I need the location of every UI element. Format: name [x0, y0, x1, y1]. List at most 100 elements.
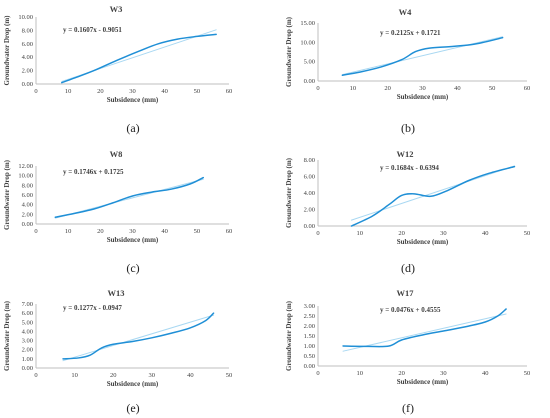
chart1-x-tick-label: 10: [65, 88, 72, 95]
chart3-x-tick-label: 0: [34, 228, 37, 235]
chart5-x-axis-label: Subsidence (mm): [107, 380, 159, 388]
chart3-y-tick-label: 0.00: [22, 221, 33, 228]
chart1-y-tick-label: 10.00: [18, 14, 33, 21]
chart6-x-tick-label: 20: [398, 370, 405, 377]
chart3-title: W8: [110, 149, 123, 159]
chart6-trend-line: [342, 313, 507, 352]
chart1-y-tick-label: 6.00: [22, 41, 33, 48]
chart5-y-tick-label: 3.00: [22, 338, 33, 345]
chart5-trend-equation: y = 0.1277x - 0.0947: [63, 304, 122, 312]
chart2-x-tick-label: 60: [524, 85, 531, 92]
chart3-y-tick-label: 10.00: [18, 173, 33, 180]
chart3-x-tick-label: 30: [129, 228, 136, 235]
chart5-x-tick-label: 10: [71, 372, 78, 379]
chart4-y-tick-label: 8.00: [304, 157, 315, 164]
chart5-x-tick-label: 40: [187, 372, 194, 379]
chart2-y-tick-label: 0.00: [304, 78, 315, 85]
chart1-y-tick-label: 2.00: [22, 68, 33, 75]
chart5-title: W13: [108, 288, 125, 298]
chart2-y-axis-label: Groundwater Drop (m): [285, 16, 293, 87]
chart1-x-tick-label: 50: [194, 88, 201, 95]
chart3-x-tick-label: 50: [194, 228, 201, 235]
chart1-trend-equation: y = 0.1607x - 0.9051: [63, 26, 122, 34]
chart1-title: W3: [110, 4, 123, 14]
chart5-x-tick-label: 0: [34, 372, 37, 379]
chart5-y-tick-label: 5.00: [22, 319, 33, 326]
chart5-y-tick-label: 2.00: [22, 347, 33, 354]
chart5-x-tick-label: 30: [149, 372, 156, 379]
chart1-x-tick-label: 60: [226, 88, 233, 95]
chart2-x-tick-label: 30: [419, 85, 426, 92]
chart2-data-line: [341, 36, 504, 76]
caption-c: (c): [126, 261, 140, 275]
chart4-trend-line: [350, 165, 515, 221]
chart6-y-tick-label: 0.50: [304, 353, 315, 360]
chart3-x-tick-label: 40: [161, 228, 168, 235]
chart2-y-tick-label: 5.00: [304, 59, 315, 66]
chart1-y-tick-label: 0.00: [22, 81, 33, 88]
caption-a: (a): [126, 121, 140, 135]
chart4-x-tick-label: 0: [316, 230, 319, 237]
chart6-x-tick-label: 10: [357, 370, 364, 377]
chart3-y-tick-label: 6.00: [22, 192, 33, 199]
chart5-y-tick-label: 7.00: [22, 301, 33, 308]
chart1-data-line: [60, 33, 217, 84]
chart3-x-tick-label: 10: [65, 228, 72, 235]
chart3-y-tick-label: 8.00: [22, 182, 33, 189]
chart5-trend-line: [62, 314, 215, 362]
chart4-y-tick-label: 6.00: [304, 174, 315, 181]
chart5-data-line: [62, 312, 215, 360]
chart3-y-tick-label: 12.00: [18, 163, 33, 170]
chart2-x-tick-label: 0: [316, 85, 319, 92]
chart3-y-tick-label: 4.00: [22, 202, 33, 209]
chart4-x-axis-label: Subsidence (mm): [397, 238, 449, 246]
chart3-y-axis-label: Groundwater Drop (m): [3, 159, 11, 230]
chart6-y-tick-label: 3.00: [304, 303, 315, 310]
chart1-x-axis-label: Subsidence (mm): [107, 96, 159, 104]
chart4-trend-equation: y = 0.1684x - 0.6394: [380, 164, 439, 172]
chart5-x-tick-label: 50: [226, 372, 233, 379]
chart3-y-tick-label: 2.00: [22, 211, 33, 218]
chart1-x-tick-label: 0: [34, 88, 37, 95]
chart5-y-axis-label: Groundwater Drop (m): [3, 300, 11, 371]
chart6-y-tick-label: 2.00: [304, 323, 315, 330]
chart2-x-tick-label: 20: [384, 85, 391, 92]
chart6-x-tick-label: 50: [524, 370, 531, 377]
caption-e: (e): [126, 401, 140, 415]
chart1-x-tick-label: 40: [161, 88, 168, 95]
chart6-y-tick-label: 2.50: [304, 313, 315, 320]
chart2-x-axis-label: Subsidence (mm): [397, 93, 449, 101]
chart6-x-tick-label: 0: [316, 370, 319, 377]
chart3-x-axis-label: Subsidence (mm): [107, 236, 159, 244]
chart4-x-tick-label: 20: [398, 230, 405, 237]
chart6-y-tick-label: 1.50: [304, 333, 315, 340]
chart4-x-tick-label: 50: [524, 230, 531, 237]
chart2-x-tick-label: 10: [350, 85, 357, 92]
chart2-trend-line: [341, 36, 504, 76]
chart2-title: W4: [399, 7, 413, 17]
chart6-x-tick-label: 40: [482, 370, 489, 377]
chart3-x-tick-label: 60: [226, 228, 233, 235]
chart4-y-axis-label: Groundwater Drop (m): [285, 157, 293, 228]
chart3-trend-equation: y = 0.1746x + 0.1725: [63, 168, 124, 176]
chart2-trend-equation: y = 0.2125x + 0.1721: [380, 29, 441, 37]
caption-d: (d): [401, 261, 415, 275]
chart4-title: W12: [397, 149, 414, 159]
chart6-data-line: [342, 308, 507, 348]
chart6-y-axis-label: Groundwater Drop (m): [285, 300, 293, 371]
chart6-y-tick-label: 0.00: [304, 363, 315, 370]
chart6-y-tick-label: 1.00: [304, 343, 315, 350]
chart4-x-tick-label: 40: [482, 230, 489, 237]
chart1-y-tick-label: 4.00: [22, 54, 33, 61]
chart6-x-axis-label: Subsidence (mm): [397, 378, 449, 386]
chart4-x-tick-label: 30: [440, 230, 447, 237]
chart5-y-tick-label: 4.00: [22, 328, 33, 335]
chart5-x-tick-label: 20: [110, 372, 117, 379]
chart6-title: W17: [397, 288, 415, 298]
chart4-x-tick-label: 10: [357, 230, 364, 237]
chart4-data-line: [350, 165, 516, 227]
chart4-y-tick-label: 0.00: [304, 223, 315, 230]
chart1-x-tick-label: 30: [129, 88, 136, 95]
caption-f: (f): [402, 401, 414, 415]
chart1-y-tick-label: 8.00: [22, 27, 33, 34]
